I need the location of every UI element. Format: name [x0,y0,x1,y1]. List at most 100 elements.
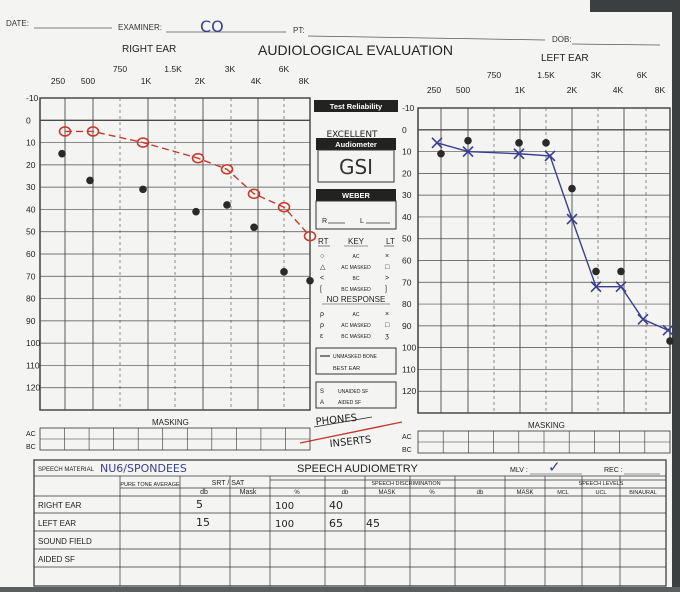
masking-label-left: MASKING [528,421,565,430]
srt-mask-header: Mask [240,489,257,496]
masking-ac-label-right: AC [26,431,36,438]
freq-tick-label: 8K [655,85,666,95]
db-tick-label: 120 [26,383,40,393]
weber-box [315,200,397,230]
best-ear-label: BEST EAR [333,366,360,372]
unaided-sf-label: UNAIDED SF [338,389,368,395]
key-row-label: AC MASKED [341,265,371,271]
nr-symbol-lt: × [385,311,389,318]
nr-symbol-lt: ʒ [385,333,389,340]
right-ac-mark [136,137,150,148]
db-tick-label: 100 [402,343,416,353]
mlv-label: MLV : [510,467,528,474]
db-tick-label: 110 [26,360,40,370]
key-symbol-rt: △ [320,264,326,271]
masking-bc-label-left: BC [402,447,412,454]
right-ac-mark [247,188,261,200]
discrimination-percent: 100 [275,501,294,512]
left-bc-mark [464,136,472,145]
freq-tick-label: 4K [251,76,262,86]
srt-value: 15 [196,516,210,529]
right-audiogram-plot [58,126,317,285]
weber-header [316,189,396,201]
right-bc-mark [280,268,288,276]
weber-label: WEBER [342,191,371,200]
left-ac-mark [637,313,649,325]
masking-label-right: MASKING [152,418,189,427]
discrimination-mask: 45 [366,517,380,530]
key-symbol-rt: [ [320,286,322,293]
right-audiogram-grid: -10 0 10 20 30 40 50 60 70 80 90 100 110 120 250 500 1K 2… [26,64,311,411]
examiner-label: EXAMINER: [118,23,162,32]
discrimination-db: 40 [329,499,343,512]
left-ac-mark [462,146,474,158]
masking-ac-label-left: AC [402,434,412,441]
left-ac-mark [513,148,525,160]
srt-value: 5 [196,498,203,511]
date-label: DATE: [6,19,29,28]
nr-symbol-lt: □ [385,322,390,329]
right-ac-mark [303,230,317,242]
key-symbol-lt: □ [385,264,390,271]
nr-symbol-rt: ρ [320,311,324,318]
left-bc-mark [617,267,625,276]
phones-strike [299,421,403,444]
audiometer-label: Audiometer [335,140,377,149]
db-tick-label: 50 [26,227,36,237]
left-audiogram-grid: -10 0 10 20 30 40 50 60 70 80 90 100 110 120 250 500 1K 2… [402,70,671,414]
sf-box [315,381,397,409]
freq-tick-label: 750 [487,70,501,80]
right-bc-mark [139,185,147,194]
speech-levels-header: SPEECH LEVELS [579,481,624,487]
key-title: KEY [348,237,365,246]
discrimination-col-header: db [477,490,484,496]
discrimination-db: 65 [329,517,343,530]
speech-level-col-header: MCL [557,490,569,496]
freq-tick-label: 500 [456,85,470,95]
left-bc-mark [666,337,674,345]
no-response-label: NO RESPONSE [327,295,386,304]
freq-tick-label: 6K [279,64,290,74]
discrimination-col-header: MASK [516,490,533,496]
speech-title: SPEECH AUDIOMETRY [297,463,418,475]
speech-row-label: LEFT EAR [38,519,76,528]
left-bc-mark [437,149,445,158]
left-bc-mark [592,267,600,276]
right-ac-mark [220,164,234,175]
speech-rows: RIGHT EAR 5 100 40 LEFT EAR 15 100 65 45 SOUND FI… [38,498,380,564]
speech-row-label: RIGHT EAR [38,501,82,510]
db-tick-label: -10 [402,103,415,113]
right-ac-mark [86,126,100,137]
best-ear-box [315,347,397,375]
db-tick-label: 40 [26,204,36,214]
rec-label: REC : [604,467,623,474]
masking-grid-left [417,430,671,454]
pt-label: PT: [293,26,305,35]
speech-row-label: AIDED SF [38,555,75,564]
right-ear-label: RIGHT EAR [122,44,176,55]
left-ac-mark [590,281,602,293]
inserts-value: INSERTS [329,435,372,450]
srt-header: SRT / SAT [212,480,245,487]
db-tick-label: -10 [26,93,39,103]
freq-tick-label: 750 [113,64,127,74]
speech-column-headers: % db MASK% db MASK MCL UCL BINAURAL [294,490,656,496]
key-row-label: BC [353,276,360,282]
page-title: AUDIOLOGICAL EVALUATION [258,42,453,58]
left-ac-mark [431,137,443,149]
key-row-label: BC MASKED [341,287,371,293]
background-corner [590,0,672,12]
reliability-value: EXCELLENT [326,130,378,140]
freq-tick-label: 1.5K [164,64,182,74]
freq-tick-label: 6K [637,70,648,80]
pta-header: PURE TONE AVERAGE [120,482,180,488]
discrimination-col-header: db [342,490,349,496]
svg-text:A: A [320,400,324,406]
db-tick-label: 100 [26,338,40,348]
right-bc-mark [58,149,66,158]
speech-grid [34,475,666,586]
dob-label: DOB: [552,35,572,44]
freq-tick-label: 3K [225,64,236,74]
freq-tick-label: 3K [591,70,602,80]
